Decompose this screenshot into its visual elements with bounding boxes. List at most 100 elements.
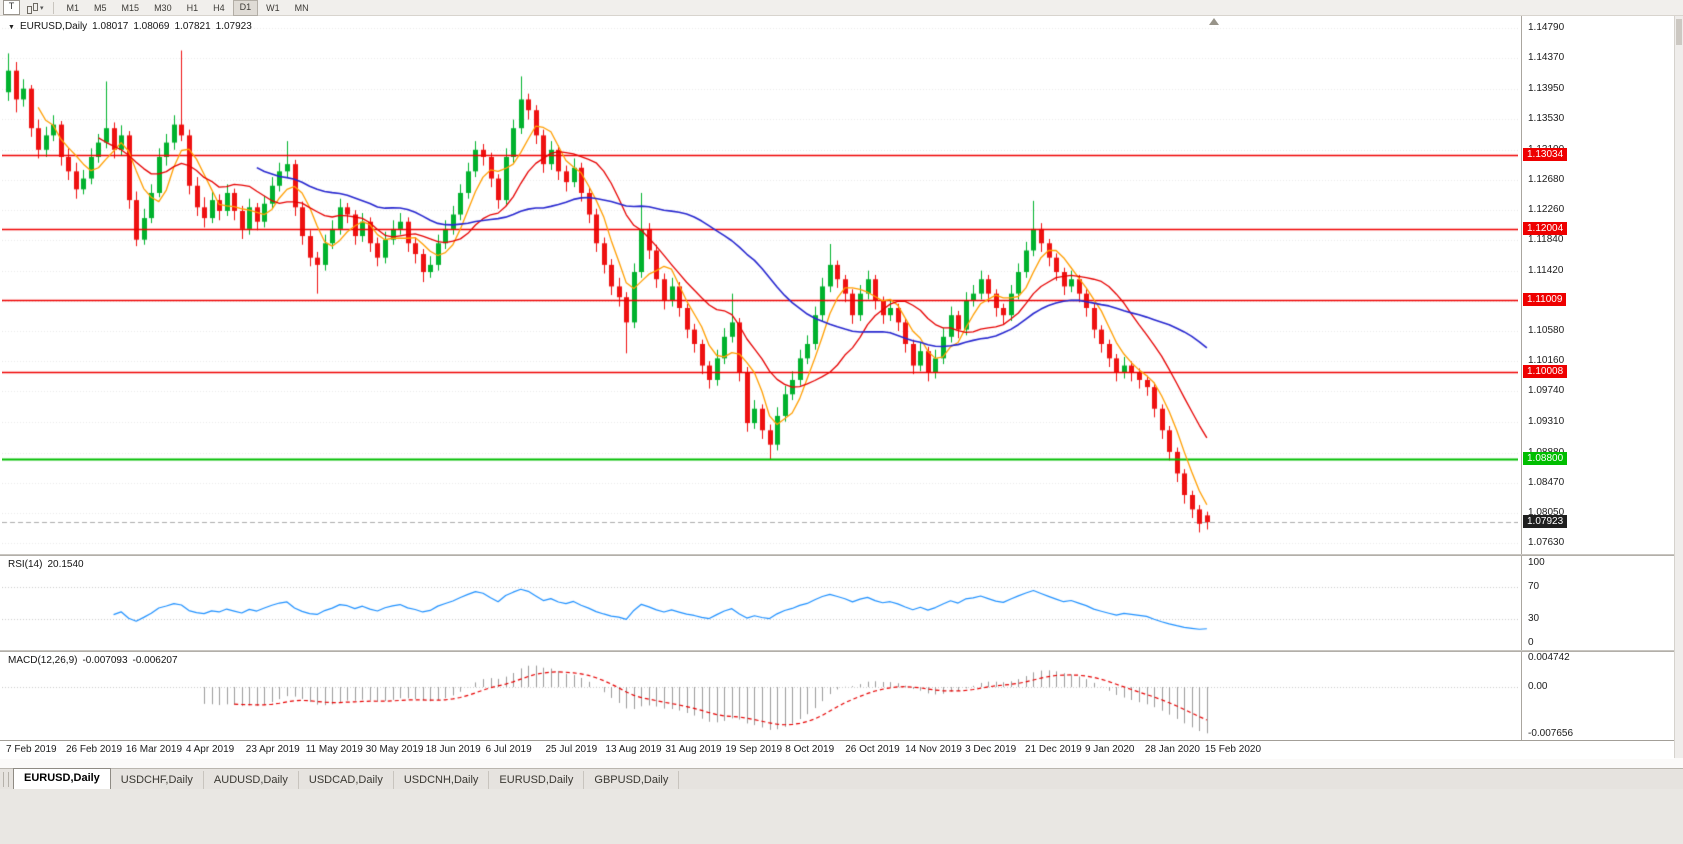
- status-area: [0, 789, 1683, 844]
- symbol-label: EURUSD,Daily: [19, 21, 88, 32]
- price-line-tag: 1.13034: [1523, 147, 1568, 161]
- price-axis-tick: 1.13530: [1528, 112, 1565, 124]
- chart-shift-marker-icon[interactable]: [1209, 18, 1219, 25]
- rsi-axis-label: 30: [1528, 613, 1540, 624]
- timeframe-button-mn[interactable]: MN: [294, 2, 309, 13]
- chart-type-button[interactable]: ▾: [23, 1, 47, 14]
- date-axis-label: 28 Jan 2020: [1144, 744, 1200, 755]
- timeframe-button-m15[interactable]: M15: [121, 2, 140, 13]
- date-axis-label: 15 Feb 2020: [1204, 744, 1262, 755]
- chart-tab-bar: EURUSD,Daily USDCHF,Daily AUDUSD,Daily USDC…: [0, 768, 1683, 789]
- date-axis-label: 16 Mar 2019: [125, 744, 183, 755]
- rsi-axis-label: 100: [1528, 557, 1545, 568]
- ohlc-high: 1.08069: [133, 21, 170, 32]
- chart-tab-4[interactable]: USDCNH,Daily: [394, 771, 490, 789]
- price-axis[interactable]: 1.147901.143701.139501.135301.131001.126…: [1521, 16, 1675, 740]
- macd-axis-label: -0.007656: [1528, 728, 1574, 739]
- date-axis-label: 4 Apr 2019: [185, 744, 235, 755]
- price-axis-tick: 1.07630: [1528, 537, 1565, 549]
- chart-tab-2[interactable]: AUDUSD,Daily: [204, 771, 299, 789]
- macd-axis-label: 0.00: [1528, 681, 1548, 693]
- price-axis-tick: 1.10160: [1528, 355, 1565, 367]
- template-button[interactable]: T: [3, 0, 20, 15]
- price-axis-tick: 1.10580: [1528, 325, 1565, 337]
- main-price-chart[interactable]: [2, 16, 1518, 554]
- price-axis-tick: 1.12680: [1528, 173, 1565, 185]
- price-line-tag: 1.10008: [1523, 365, 1568, 379]
- rsi-axis-label: 0: [1528, 637, 1534, 648]
- date-axis-label: 6 Jul 2019: [485, 744, 532, 755]
- macd-indicator-pane[interactable]: [2, 652, 1518, 740]
- price-axis-tick: 1.14370: [1528, 52, 1565, 64]
- price-axis-tick: 1.13950: [1528, 82, 1565, 94]
- timeframe-buttons: M1 M5 M15 M30 H1 H4 D1 W1 MN: [60, 0, 316, 16]
- price-axis-tick: 1.08470: [1528, 476, 1565, 488]
- date-axis-label: 23 Apr 2019: [245, 744, 300, 755]
- timeframe-button-h1[interactable]: H1: [186, 2, 199, 13]
- chart-tab-1[interactable]: USDCHF,Daily: [111, 771, 204, 789]
- macd-main-value: -0.007093: [82, 655, 128, 666]
- chart-tab-0[interactable]: EURUSD,Daily: [13, 768, 111, 789]
- price-axis-tick: 1.09740: [1528, 385, 1565, 397]
- chart-title: ▼ EURUSD,Daily 1.08017 1.08069 1.07821 1.0792…: [8, 21, 257, 32]
- chart-tab-5[interactable]: EURUSD,Daily: [489, 771, 585, 789]
- date-axis-label: 3 Dec 2019: [965, 744, 1017, 755]
- price-line-tag: 1.11009: [1523, 293, 1567, 307]
- rsi-value: 20.1540: [47, 559, 84, 570]
- rsi-name: RSI(14): [8, 559, 43, 570]
- ohlc-close: 1.07923: [215, 21, 252, 32]
- timeframe-button-m5[interactable]: M5: [94, 2, 107, 13]
- bottom-spacer: [0, 758, 1683, 768]
- price-axis-tick: 1.09310: [1528, 416, 1565, 428]
- price-line-tag: 1.12004: [1523, 221, 1568, 235]
- price-axis-tick: 1.11840: [1528, 234, 1564, 246]
- date-axis-label: 21 Dec 2019: [1025, 744, 1082, 755]
- tabbar-gripper[interactable]: [3, 772, 9, 787]
- price-axis-tick: 1.08050: [1528, 507, 1565, 518]
- rsi-axis-label: 70: [1528, 581, 1540, 592]
- date-axis-label: 26 Oct 2019: [845, 744, 900, 755]
- chart-tab-3[interactable]: USDCAD,Daily: [299, 771, 394, 789]
- date-axis-label: 13 Aug 2019: [605, 744, 662, 755]
- toolbar-separator: [52, 1, 54, 14]
- rsi-label: RSI(14) 20.1540: [8, 559, 89, 570]
- date-axis-label: 26 Feb 2019: [65, 744, 123, 755]
- chart-tab-6[interactable]: GBPUSD,Daily: [584, 771, 680, 789]
- price-axis-tick: 1.12260: [1528, 204, 1565, 216]
- pane-splitter[interactable]: [0, 650, 1683, 652]
- date-axis-label: 11 May 2019: [305, 744, 363, 755]
- ohlc-open: 1.08017: [92, 21, 129, 32]
- scrollbar-thumb[interactable]: [1676, 19, 1682, 45]
- date-axis-label: 31 Aug 2019: [665, 744, 722, 755]
- vertical-scrollbar[interactable]: [1674, 16, 1683, 758]
- macd-name: MACD(12,26,9): [8, 655, 78, 666]
- ohlc-low: 1.07821: [174, 21, 211, 32]
- rsi-indicator-pane[interactable]: [2, 556, 1518, 650]
- symbol-dropdown-icon[interactable]: ▼: [8, 24, 15, 31]
- date-axis-label: 30 May 2019: [365, 744, 424, 755]
- price-axis-tick: 1.14790: [1528, 22, 1565, 34]
- date-axis-label: 8 Oct 2019: [785, 744, 835, 755]
- date-axis-label: 18 Jun 2019: [425, 744, 481, 755]
- pane-splitter[interactable]: [0, 554, 1683, 556]
- timeframe-button-w1[interactable]: W1: [266, 2, 280, 13]
- date-axis-label: 25 Jul 2019: [545, 744, 598, 755]
- timeframe-button-m30[interactable]: M30: [154, 2, 172, 13]
- timeframe-button-m1[interactable]: M1: [66, 2, 80, 13]
- date-axis-label: 14 Nov 2019: [905, 744, 962, 755]
- macd-label: MACD(12,26,9) -0.007093 -0.006207: [8, 655, 183, 666]
- date-axis-label: 19 Sep 2019: [725, 744, 783, 755]
- timeframe-button-d1[interactable]: D1: [232, 0, 259, 16]
- macd-axis-label: 0.004742: [1528, 652, 1570, 663]
- dropdown-chevron-icon: ▾: [40, 4, 44, 12]
- date-axis[interactable]: 7 Feb 2019 26 Feb 2019 16 Mar 2019 4 Apr 20…: [0, 740, 1674, 759]
- price-line-tag: 1.08800: [1523, 452, 1568, 466]
- toolbar: T ▾ M1 M5 M15 M30 H1 H4 D1 W1 MN: [0, 0, 1683, 16]
- date-axis-label: 9 Jan 2020: [1084, 744, 1135, 755]
- date-axis-label: 7 Feb 2019: [6, 744, 57, 755]
- price-axis-tick: 1.11420: [1528, 264, 1564, 276]
- timeframe-button-h4[interactable]: H4: [213, 2, 225, 13]
- macd-signal-value: -0.006207: [132, 655, 178, 666]
- chart-type-icon: [26, 2, 38, 14]
